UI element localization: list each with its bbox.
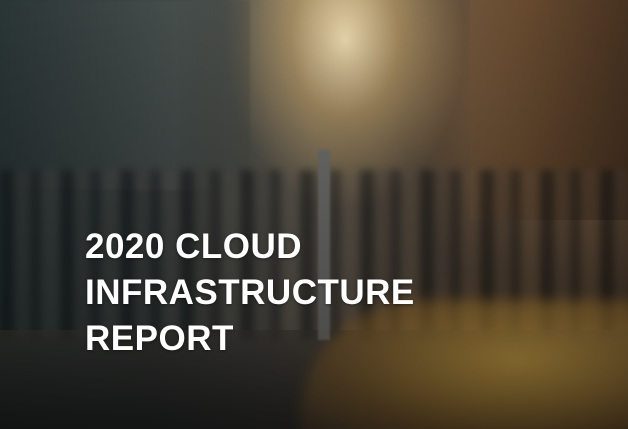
title-line-3: REPORT bbox=[85, 319, 234, 358]
left-buildings bbox=[0, 0, 250, 190]
report-title: 2020 CLOUD INFRASTRUCTURE REPORT bbox=[85, 224, 415, 362]
street-pole bbox=[318, 150, 330, 340]
title-line-2: INFRASTRUCTURE bbox=[85, 273, 415, 312]
blurred-taxi bbox=[300, 300, 628, 429]
title-line-1: 2020 CLOUD bbox=[85, 227, 303, 266]
